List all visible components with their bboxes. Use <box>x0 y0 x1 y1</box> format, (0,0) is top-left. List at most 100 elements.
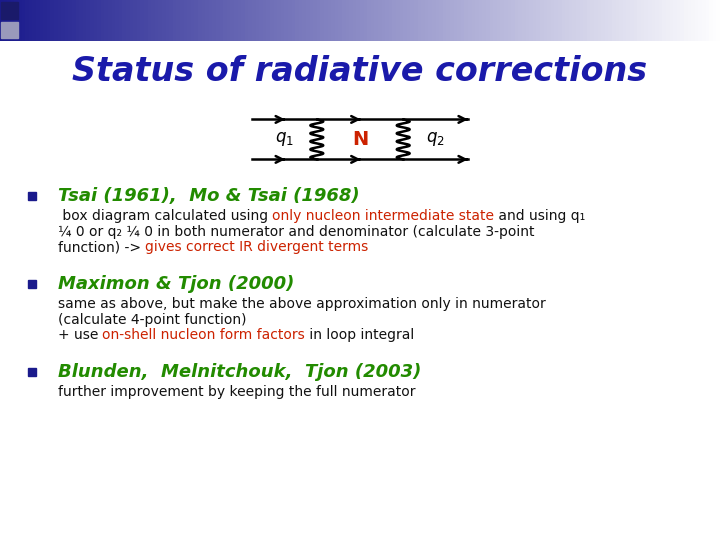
Bar <box>680 0 684 40</box>
Bar <box>616 0 619 40</box>
Bar <box>198 0 202 40</box>
Bar <box>371 0 374 40</box>
Bar <box>590 0 594 40</box>
Bar <box>338 0 342 40</box>
Bar <box>536 0 540 40</box>
Text: same as above, but make the above approximation only in numerator: same as above, but make the above approx… <box>58 297 545 311</box>
Bar <box>245 0 248 40</box>
Bar <box>58 0 61 40</box>
Bar <box>302 0 306 40</box>
Bar <box>29 0 32 40</box>
Bar <box>634 0 637 40</box>
Bar <box>637 0 641 40</box>
Bar <box>353 0 356 40</box>
Bar <box>194 0 198 40</box>
Bar <box>713 0 716 40</box>
Bar <box>281 0 284 40</box>
Bar <box>695 0 698 40</box>
Bar <box>248 0 252 40</box>
Bar <box>464 0 468 40</box>
Bar <box>641 0 644 40</box>
Bar <box>522 0 526 40</box>
Bar <box>648 0 652 40</box>
Bar <box>432 0 436 40</box>
Bar <box>173 0 176 40</box>
Bar <box>112 0 115 40</box>
Bar <box>180 0 184 40</box>
Bar <box>270 0 274 40</box>
Bar <box>508 0 511 40</box>
Bar <box>659 0 662 40</box>
Bar <box>619 0 623 40</box>
Bar <box>144 0 148 40</box>
Bar <box>137 0 140 40</box>
Bar <box>256 0 259 40</box>
Bar <box>587 0 590 40</box>
Bar <box>284 0 288 40</box>
Bar <box>490 0 493 40</box>
Bar <box>151 0 155 40</box>
Bar <box>18 0 22 40</box>
Bar <box>230 0 234 40</box>
Bar <box>684 0 688 40</box>
Bar <box>533 0 536 40</box>
Bar <box>162 0 166 40</box>
Bar <box>360 0 364 40</box>
Bar <box>562 0 565 40</box>
Text: on-shell nucleon form factors: on-shell nucleon form factors <box>102 328 305 342</box>
Bar <box>605 0 608 40</box>
Bar <box>1 22 18 38</box>
Bar <box>691 0 695 40</box>
Bar <box>288 0 292 40</box>
Bar <box>0 0 4 40</box>
Bar <box>598 0 601 40</box>
Bar <box>392 0 396 40</box>
Text: Tsai (1961),  Mo & Tsai (1968): Tsai (1961), Mo & Tsai (1968) <box>58 187 359 205</box>
Text: Blunden,  Melnitchouk,  Tjon (2003): Blunden, Melnitchouk, Tjon (2003) <box>58 363 421 381</box>
Bar <box>342 0 346 40</box>
Bar <box>274 0 277 40</box>
Text: Maximon & Tjon (2000): Maximon & Tjon (2000) <box>58 275 294 293</box>
Bar <box>68 0 72 40</box>
Bar <box>367 0 371 40</box>
Bar <box>576 0 580 40</box>
Bar <box>702 0 706 40</box>
Bar <box>126 0 130 40</box>
Bar <box>565 0 569 40</box>
Bar <box>652 0 655 40</box>
Bar <box>209 0 212 40</box>
Bar <box>184 0 187 40</box>
Bar <box>666 0 670 40</box>
Bar <box>580 0 583 40</box>
Bar <box>86 0 90 40</box>
Bar <box>500 0 504 40</box>
Bar <box>263 0 266 40</box>
Bar <box>554 0 558 40</box>
Bar <box>486 0 490 40</box>
Bar <box>677 0 680 40</box>
Text: function) ->: function) -> <box>58 240 145 254</box>
Bar <box>205 0 209 40</box>
Bar <box>623 0 626 40</box>
Bar <box>472 0 475 40</box>
Bar <box>155 0 158 40</box>
Bar <box>382 0 385 40</box>
Text: gives correct IR divergent terms: gives correct IR divergent terms <box>145 240 368 254</box>
Bar <box>158 0 162 40</box>
Bar <box>454 0 457 40</box>
Bar <box>169 0 173 40</box>
Bar <box>608 0 612 40</box>
Bar <box>320 0 324 40</box>
Bar <box>216 0 220 40</box>
Bar <box>101 0 104 40</box>
Bar <box>356 0 360 40</box>
Bar <box>346 0 349 40</box>
Bar <box>324 0 328 40</box>
Bar <box>220 0 223 40</box>
Bar <box>583 0 587 40</box>
Bar <box>36 0 40 40</box>
Bar <box>133 0 137 40</box>
Bar <box>252 0 256 40</box>
Bar <box>119 0 122 40</box>
Bar <box>14 0 18 40</box>
